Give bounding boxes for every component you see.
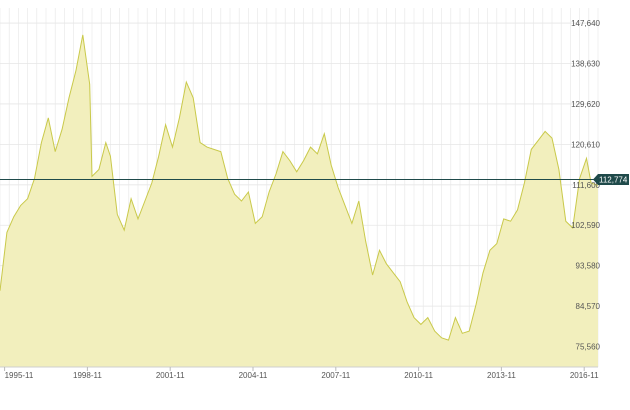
- x-tick-label: 2007-11: [321, 371, 350, 380]
- y-tick-label: 84,570: [576, 302, 601, 311]
- y-tick-label: 138,630: [571, 60, 600, 69]
- y-tick-label: 147,640: [571, 19, 600, 28]
- y-tick-label: 75,560: [576, 343, 601, 352]
- x-tick-label: 2016-11: [570, 371, 599, 380]
- reference-value-badge: [593, 174, 629, 186]
- y-tick-label: 102,590: [571, 221, 600, 230]
- x-tick-label: 2001-11: [156, 371, 185, 380]
- x-tick-label: 2013-11: [487, 371, 516, 380]
- series-area-fill: [0, 34, 598, 368]
- y-tick-label: 120,610: [571, 140, 600, 149]
- x-tick-label: 2010-11: [404, 371, 433, 380]
- x-tick-label: 1998-11: [73, 371, 102, 380]
- y-axis-ticks: 75,560 84,570 93,580 102,590 111,600 120,610 1…: [571, 19, 600, 351]
- reference-line-group: 112,774: [0, 174, 629, 186]
- y-tick-label: 129,620: [571, 100, 600, 109]
- x-tick-label: 2004-11: [239, 371, 268, 380]
- reference-value-label: 112,774: [599, 176, 628, 185]
- series-line: [0, 34, 599, 341]
- y-tick-label: 93,580: [576, 262, 601, 271]
- x-tick-label: 1995-11: [5, 371, 34, 380]
- y-tick-label: 111,600: [572, 181, 600, 190]
- x-axis-ticks: 1995-11 1998-11 2001-11 2004-11 2007-11 2010-…: [0, 366, 599, 380]
